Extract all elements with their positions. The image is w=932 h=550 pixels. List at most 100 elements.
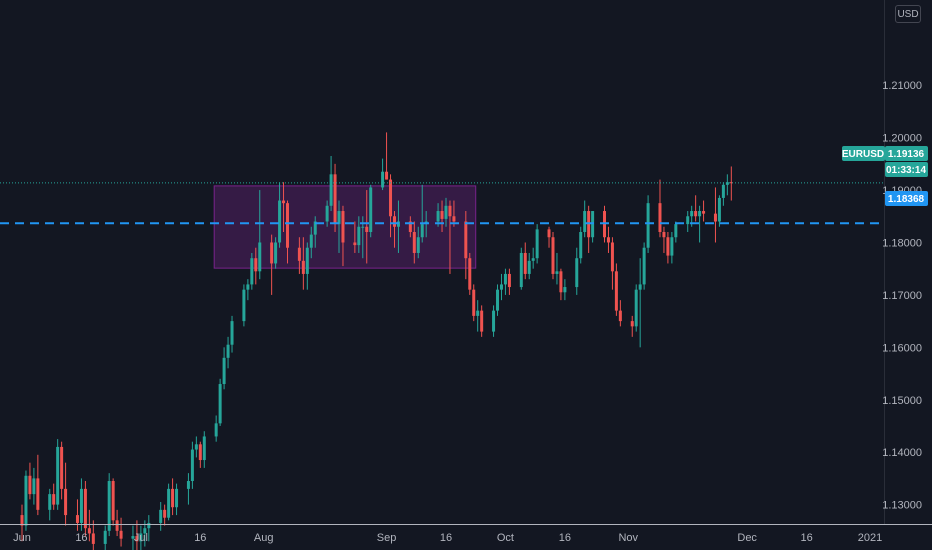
candle-body — [702, 211, 706, 214]
candle-body — [337, 211, 341, 225]
candle-body — [274, 242, 278, 264]
currency-button[interactable]: USD — [895, 5, 921, 23]
time-tick-label: 16 — [75, 532, 87, 544]
horizontal-line-price-tag — [885, 191, 928, 206]
price-tick-label: 1.13000 — [882, 500, 922, 512]
candle-body — [468, 258, 472, 290]
candle-body — [365, 226, 369, 232]
price-tick-label: 1.18000 — [882, 237, 922, 249]
candle-body — [222, 357, 226, 385]
candle-body — [416, 237, 420, 253]
candle-body — [246, 284, 250, 290]
range-rectangle[interactable] — [213, 185, 477, 269]
candle-body — [634, 289, 638, 327]
price-tick-label: 1.17000 — [882, 290, 922, 302]
candle-body — [186, 481, 190, 489]
candle-body — [551, 237, 555, 274]
candle-body — [214, 423, 218, 437]
candle-body — [499, 284, 503, 290]
candle-body — [254, 258, 258, 272]
candle-body — [278, 200, 282, 243]
candle-body — [285, 203, 289, 248]
horizontal-line-price-label: 1.18368 — [888, 194, 925, 205]
time-tick-label: Sep — [377, 532, 397, 544]
candle-body — [301, 260, 305, 274]
candle-body — [369, 187, 373, 232]
time-tick-label: Oct — [497, 532, 514, 544]
candle-body — [305, 247, 309, 274]
time-tick-label: 2021 — [858, 532, 882, 544]
candle-body — [309, 234, 313, 248]
candle-body — [452, 216, 456, 222]
candle-body — [381, 171, 385, 188]
candle-body — [713, 213, 717, 222]
candle-body — [606, 237, 610, 243]
candle-body — [87, 528, 91, 534]
candle-body — [531, 258, 535, 261]
candle-body — [579, 231, 583, 259]
candle-body — [436, 211, 440, 222]
candle-body — [476, 310, 480, 316]
candle-body — [686, 216, 690, 225]
candle-body — [36, 478, 40, 510]
candle-body — [313, 221, 317, 235]
candle-body — [555, 271, 559, 274]
last-price-label: 1.19136 — [888, 149, 925, 160]
candle-body — [139, 533, 143, 542]
candle-body — [448, 205, 452, 217]
candle-body — [690, 211, 694, 217]
candle-body — [658, 203, 662, 232]
last-price-tag — [885, 146, 928, 161]
candle-body — [614, 271, 618, 311]
candle-body — [440, 211, 444, 219]
candle-body — [297, 247, 301, 261]
candle-body — [143, 528, 147, 534]
candle-body — [175, 488, 179, 508]
candle-body — [583, 211, 587, 232]
candle-body — [52, 494, 56, 505]
price-tick-label: 1.20000 — [882, 133, 922, 145]
candle-body — [666, 237, 670, 256]
candle-body — [250, 258, 254, 285]
candle-body — [559, 271, 563, 293]
time-tick-label: Aug — [254, 532, 274, 544]
candle-body — [190, 449, 194, 482]
candle-body — [60, 446, 64, 489]
candle-body — [496, 289, 500, 311]
candle-body — [333, 174, 337, 225]
candle-body — [75, 515, 79, 523]
time-tick-label: Jun — [13, 532, 31, 544]
symbol-name-tag — [842, 146, 885, 161]
candle-body — [103, 530, 107, 544]
candle-body — [674, 224, 678, 238]
time-tick-label: 16 — [559, 532, 571, 544]
symbol-name-label: EURUSD — [842, 149, 884, 160]
candle-body — [202, 436, 206, 461]
candle-body — [159, 509, 163, 523]
candle-body — [670, 237, 674, 256]
time-tick-label: Nov — [618, 532, 638, 544]
candle-body — [48, 494, 52, 510]
candle-body — [218, 384, 222, 424]
candle-body — [111, 481, 115, 521]
candle-body — [91, 533, 95, 544]
candle-body — [389, 179, 393, 217]
candle-body — [107, 481, 111, 531]
candle-body — [56, 446, 60, 505]
candle-body — [575, 258, 579, 288]
price-tick-label: 1.14000 — [882, 447, 922, 459]
candle-body — [282, 200, 286, 204]
candle-body — [79, 488, 83, 523]
candle-body — [171, 488, 175, 508]
candle-body — [721, 184, 725, 198]
candle-body — [329, 174, 333, 206]
candle-body — [392, 216, 396, 227]
candle-body — [147, 522, 151, 529]
candle-body — [32, 478, 36, 495]
candle-body — [194, 444, 198, 450]
candle-body — [642, 247, 646, 285]
candle-body — [523, 252, 527, 274]
candle-body — [412, 231, 416, 253]
candle-body — [230, 321, 234, 345]
